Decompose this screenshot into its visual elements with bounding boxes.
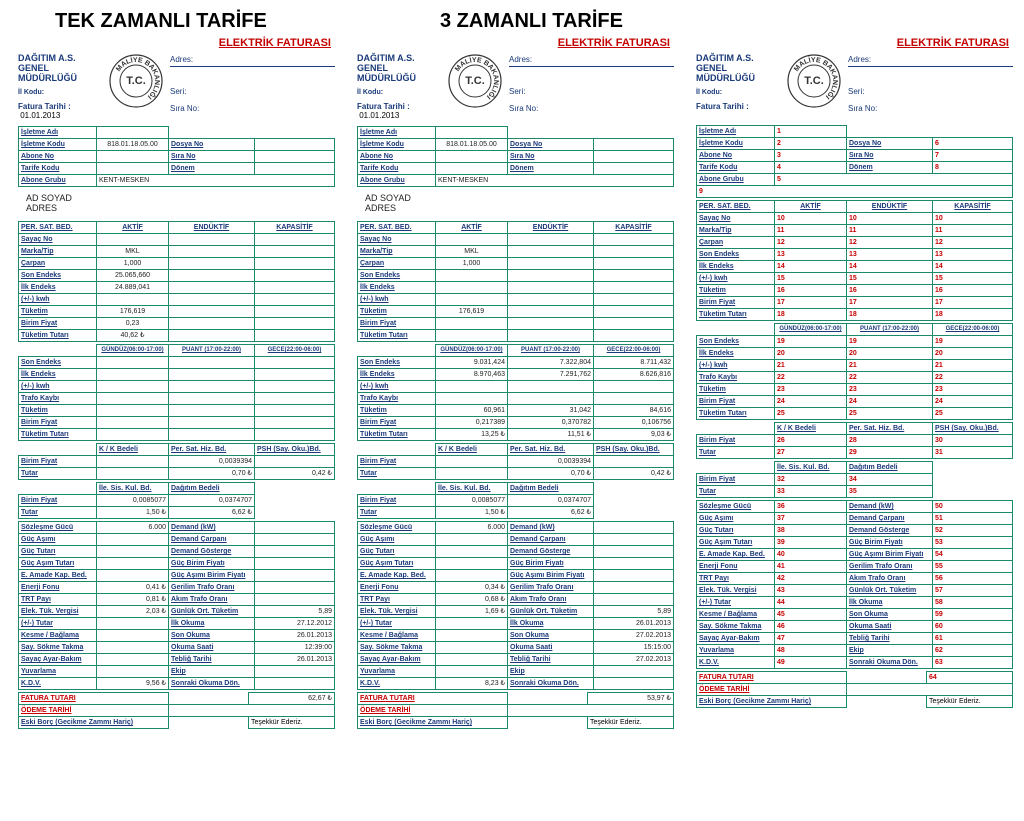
company-l2: GENEL MÜDÜRLÜĞÜ bbox=[357, 63, 447, 83]
company-l1: DAĞITIM A.S. bbox=[696, 53, 786, 63]
company-l2: GENEL MÜDÜRLÜĞÜ bbox=[18, 63, 108, 83]
stamp-icon: MALİYE BAKANLIĞI T.C. bbox=[108, 53, 164, 109]
name: AD SOYAD bbox=[365, 193, 666, 203]
bill: ELEKTRİK FATURASI DAĞITIM A.S. GENEL MÜD… bbox=[688, 33, 1021, 729]
company-l2: GENEL MÜDÜRLÜĞÜ bbox=[696, 63, 786, 83]
svg-text:T.C.: T.C. bbox=[126, 75, 146, 87]
name: AD SOYAD bbox=[26, 193, 327, 203]
company-l1: DAĞITIM A.S. bbox=[357, 53, 447, 63]
svg-text:T.C.: T.C. bbox=[804, 75, 824, 87]
address: ADRES bbox=[26, 203, 327, 213]
stamp-icon: MALİYE BAKANLIĞI T.C. bbox=[786, 53, 842, 109]
company-l1: DAĞITIM A.S. bbox=[18, 53, 108, 63]
bill: ELEKTRİK FATURASI DAĞITIM A.S. GENEL MÜD… bbox=[10, 33, 343, 729]
title-mid: 3 ZAMANLI TARİFE bbox=[395, 10, 780, 33]
bill: ELEKTRİK FATURASI DAĞITIM A.S. GENEL MÜD… bbox=[349, 33, 682, 729]
title-left: TEK ZAMANLI TARİFE bbox=[10, 10, 395, 33]
address: ADRES bbox=[365, 203, 666, 213]
bill-header: ELEKTRİK FATURASI bbox=[688, 33, 1021, 51]
bill-header: ELEKTRİK FATURASI bbox=[349, 33, 682, 51]
svg-text:T.C.: T.C. bbox=[465, 75, 485, 87]
bill-header: ELEKTRİK FATURASI bbox=[10, 33, 343, 51]
stamp-icon: MALİYE BAKANLIĞI T.C. bbox=[447, 53, 503, 109]
